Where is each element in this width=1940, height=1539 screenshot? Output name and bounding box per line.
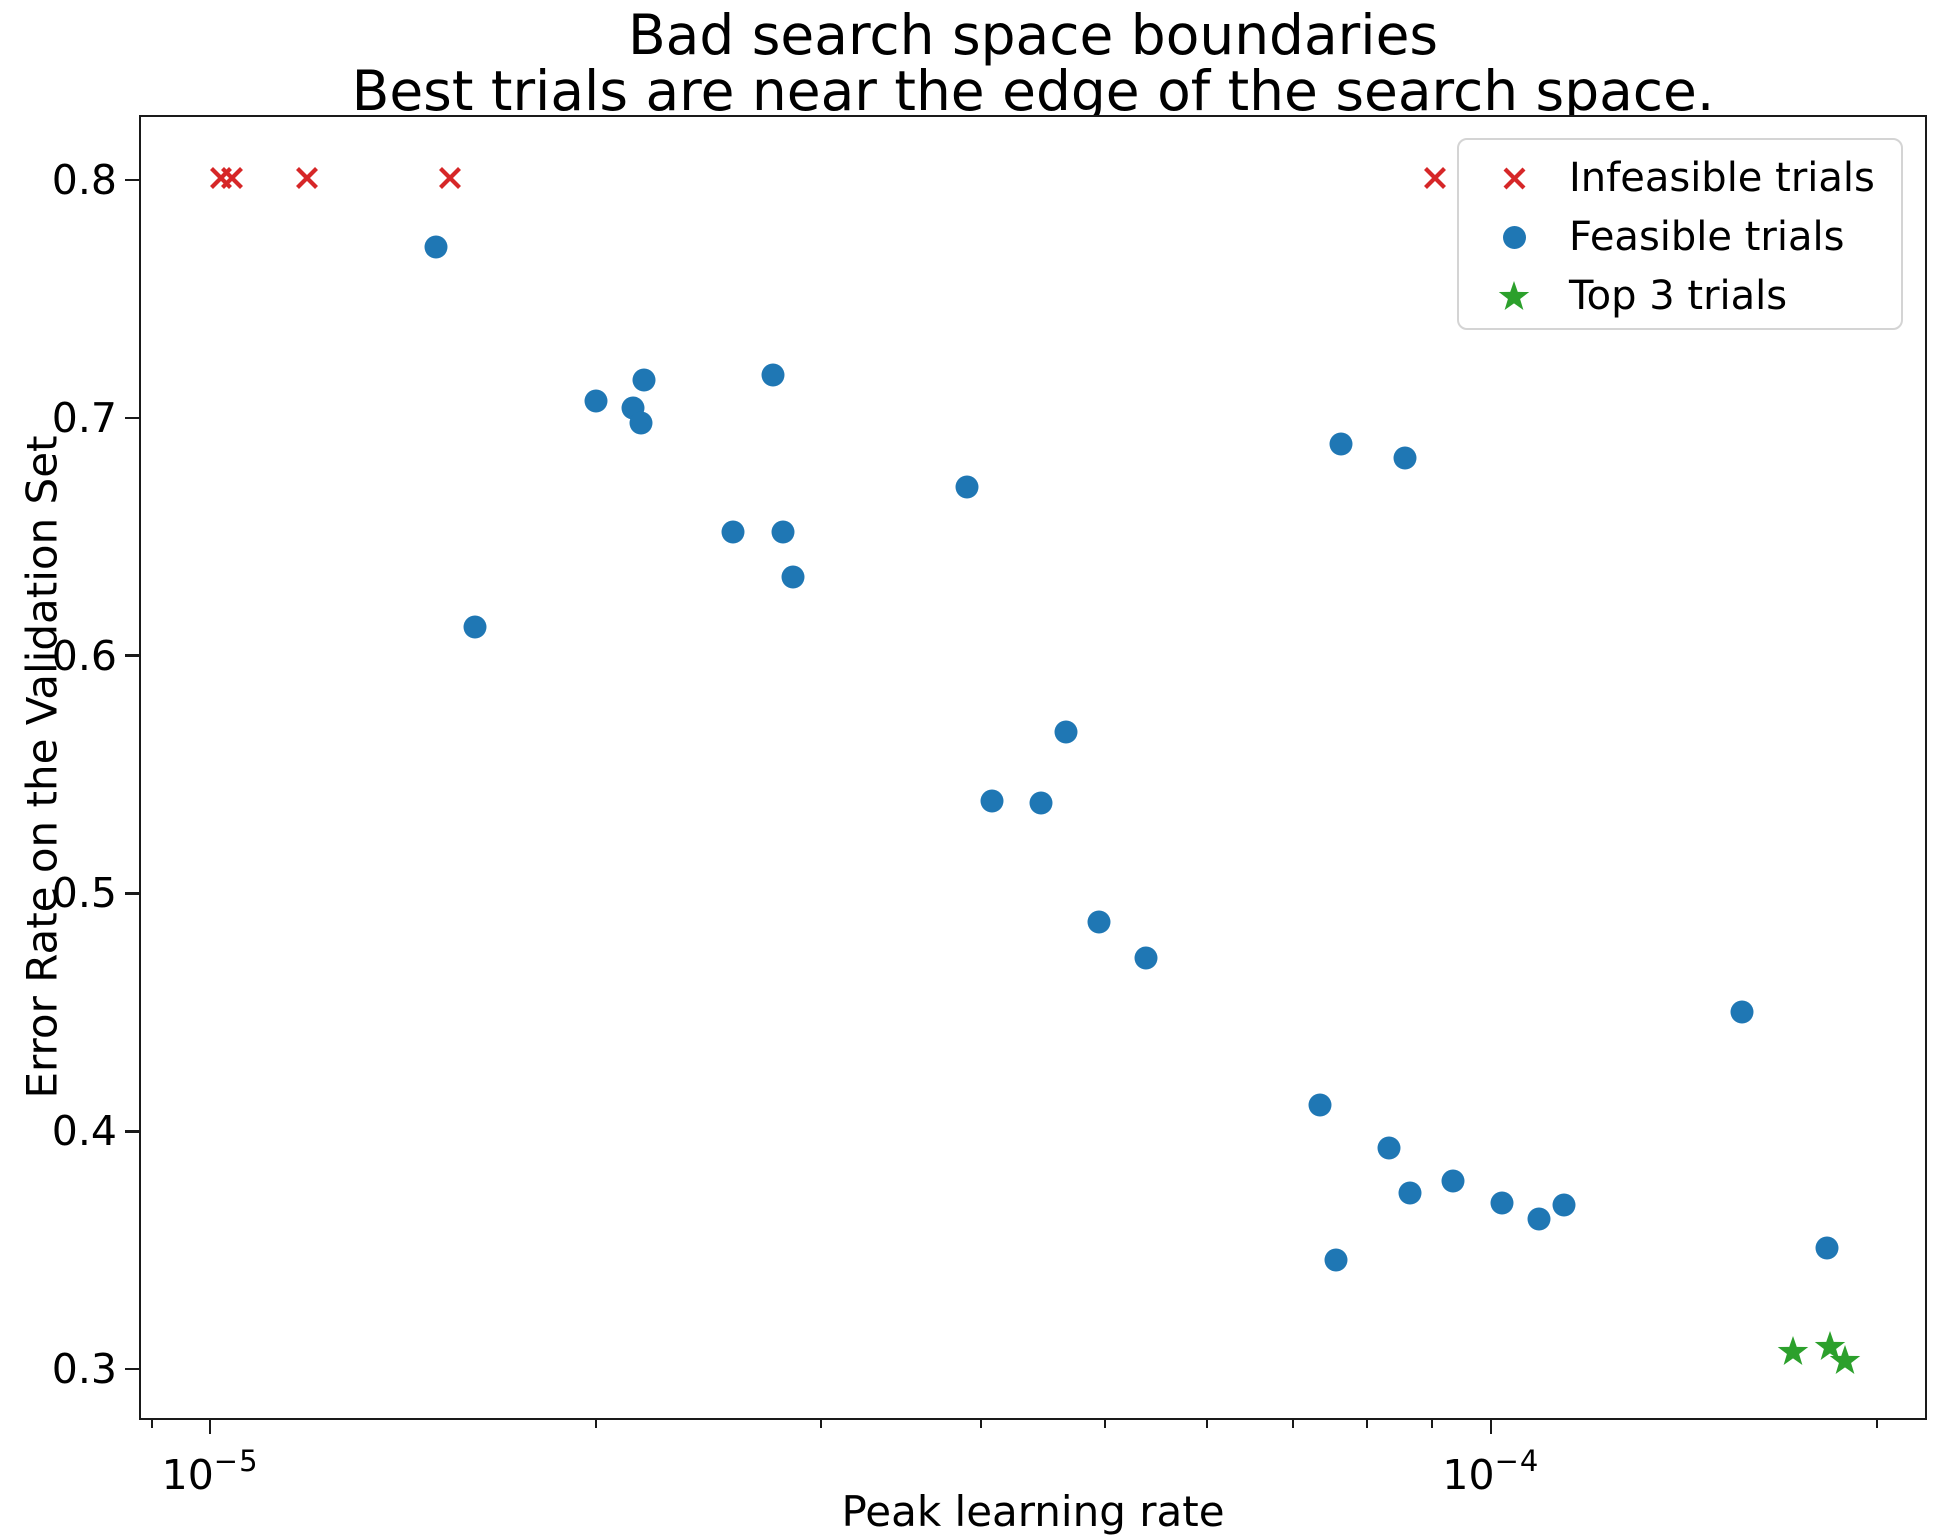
legend-entry-top3: Top 3 trials — [1459, 266, 1901, 326]
x-tick-label: 10−5 — [161, 1444, 259, 1499]
scatter-point-circle — [1134, 946, 1158, 970]
scatter-point-star — [1813, 1329, 1847, 1367]
scatter-point-circle — [721, 520, 745, 544]
y-axis-major-tick — [125, 654, 139, 657]
scatter-point-circle — [463, 615, 487, 639]
scatter-point-circle — [1308, 1093, 1332, 1117]
scatter-point-circle — [1029, 791, 1053, 815]
y-tick-label: 0.3 — [51, 1345, 117, 1394]
scatter-point-circle — [980, 789, 1004, 813]
y-tick-label: 0.7 — [51, 393, 117, 442]
legend-label-feasible: Feasible trials — [1569, 214, 1845, 260]
scatter-point-circle — [632, 368, 656, 392]
x-axis-minor-tick — [1431, 1420, 1434, 1428]
scatter-point-star — [1776, 1334, 1810, 1372]
chart-title-line2: Best trials are near the edge of the sea… — [351, 59, 1715, 123]
x-axis-minor-tick — [980, 1420, 983, 1428]
x-axis-minor-tick — [1205, 1420, 1208, 1428]
x-axis-minor-tick — [820, 1420, 823, 1428]
scatter-point-circle — [955, 475, 979, 499]
y-axis-label: Error Rate on the Validation Set — [17, 435, 67, 1099]
y-axis-major-tick — [125, 892, 139, 895]
scatter-point-x — [218, 164, 245, 195]
scatter-point-circle — [1398, 1181, 1422, 1205]
star-marker-icon — [1459, 279, 1569, 313]
legend-label-infeasible: Infeasible trials — [1569, 155, 1875, 201]
y-axis-major-tick — [125, 1367, 139, 1371]
x-axis-minor-tick — [1365, 1420, 1368, 1428]
y-axis-major-tick — [125, 178, 139, 182]
scatter-point-circle — [629, 411, 653, 434]
x-axis-minor-tick — [1875, 1420, 1878, 1428]
x-marker-icon — [1459, 165, 1569, 192]
scatter-point-circle — [1730, 1000, 1754, 1024]
x-axis-minor-tick — [1291, 1420, 1294, 1428]
y-axis-major-tick — [125, 416, 139, 419]
x-axis-minor-tick — [1104, 1420, 1107, 1428]
scatter-point-circle — [1393, 446, 1417, 470]
scatter-point-circle — [1087, 910, 1111, 934]
x-axis-major-tick — [208, 1420, 212, 1434]
scatter-point-circle — [1815, 1236, 1839, 1260]
scatter-point-circle — [1527, 1207, 1551, 1231]
y-tick-label: 0.8 — [51, 155, 117, 204]
scatter-point-circle — [424, 235, 448, 258]
circle-marker-icon — [1459, 225, 1569, 249]
scatter-point-x — [1422, 164, 1449, 195]
plot-area — [139, 115, 1927, 1420]
scatter-point-circle — [761, 363, 785, 387]
chart-title-line1: Bad search space boundaries — [627, 3, 1439, 67]
scatter-point-circle — [584, 389, 608, 413]
scatter-point-circle — [1490, 1191, 1514, 1215]
x-axis-minor-tick — [594, 1420, 597, 1428]
x-axis-major-tick — [1489, 1420, 1493, 1434]
y-tick-label: 0.5 — [51, 869, 117, 918]
scatter-point-circle — [1377, 1136, 1401, 1160]
scatter-point-x — [437, 164, 464, 195]
y-axis-major-tick — [125, 1130, 139, 1133]
x-tick-label: 10−4 — [1442, 1444, 1540, 1499]
y-tick-label: 0.6 — [51, 631, 117, 680]
scatter-point-circle — [1441, 1169, 1465, 1193]
scatter-point-star — [1828, 1343, 1862, 1381]
x-axis-minor-tick — [150, 1420, 153, 1428]
scatter-point-circle — [1329, 432, 1353, 456]
legend-entry-infeasible: Infeasible trials — [1459, 148, 1901, 208]
scatter-point-circle — [781, 565, 805, 589]
legend-label-top3: Top 3 trials — [1569, 273, 1788, 319]
x-axis-label: Peak learning rate — [841, 1487, 1225, 1536]
scatter-point-x — [293, 164, 320, 195]
scatter-point-circle — [1324, 1248, 1348, 1272]
legend-entry-feasible: Feasible trials — [1459, 207, 1901, 267]
scatter-point-circle — [1552, 1193, 1576, 1217]
y-tick-label: 0.4 — [51, 1107, 117, 1156]
legend: Infeasible trials Feasible trials Top 3 … — [1457, 138, 1903, 330]
scatter-point-circle — [1054, 720, 1078, 744]
scatter-point-circle — [771, 520, 795, 544]
